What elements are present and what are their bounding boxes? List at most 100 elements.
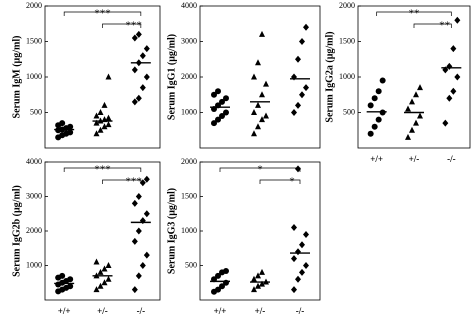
y-tick-label: 1000 [339, 72, 355, 81]
significance-bracket [63, 167, 142, 172]
data-point [295, 165, 301, 173]
significance-bracket [259, 179, 301, 184]
y-tick-label: 2000 [339, 1, 355, 10]
x-tick-label: +/+ [370, 154, 383, 164]
panel: 500 1000 1500 2000 Serum IgG3 (μg/ml) +/+ +/- -… [166, 157, 321, 316]
data-point [405, 105, 411, 112]
data-point [215, 272, 221, 279]
data-point [93, 130, 100, 137]
significance-bracket [376, 11, 452, 16]
data-point [135, 94, 142, 102]
data-point [405, 133, 411, 140]
data-point [131, 237, 138, 245]
data-point [263, 112, 269, 119]
data-point [101, 279, 108, 286]
data-point [93, 112, 100, 119]
y-axis-label: Serum IgG3 (μg/ml) [166, 188, 177, 274]
data-point [131, 34, 138, 42]
data-point [417, 112, 423, 119]
data-point [259, 91, 265, 98]
data-point [211, 91, 217, 98]
data-point [375, 116, 382, 123]
data-point [409, 98, 415, 105]
data-point [251, 130, 257, 137]
x-tick-label: -/- [137, 306, 146, 316]
data-point [101, 101, 108, 108]
y-axis-label: Serum IgG1 (μg/ml) [166, 34, 177, 120]
data-point [299, 38, 305, 45]
y-tick-label: 2000 [26, 1, 42, 10]
significance-bracket [102, 179, 142, 184]
data-point [295, 248, 301, 256]
data-point [379, 109, 386, 116]
panel: 500 1000 1500 2000 Serum IgG2a (μg/ml) +/+ +/-… [324, 1, 471, 164]
y-tick-label: 3000 [26, 191, 42, 200]
data-point [67, 129, 74, 136]
data-point [409, 126, 415, 133]
data-point [291, 255, 297, 263]
y-tick-label: 1000 [181, 226, 197, 235]
data-point [143, 73, 150, 81]
data-point [93, 119, 100, 126]
significance-bracket [219, 167, 301, 172]
data-point [59, 120, 66, 127]
significance-bracket [63, 11, 142, 16]
y-tick-label: 2000 [26, 226, 42, 235]
data-point [223, 109, 229, 116]
data-point [371, 95, 378, 102]
data-point [255, 282, 261, 289]
significance-label: *** [94, 164, 111, 176]
y-tick-label: 1000 [181, 107, 197, 116]
data-point [219, 98, 225, 105]
y-tick-label: 4000 [181, 1, 197, 10]
data-point [251, 286, 257, 293]
data-point [97, 282, 104, 289]
data-point [251, 275, 257, 282]
x-tick-label: -/- [447, 154, 456, 164]
data-point [299, 91, 305, 99]
y-tick-label: 2000 [181, 157, 197, 166]
data-point [105, 262, 112, 268]
data-point [101, 265, 108, 272]
data-point [105, 114, 112, 121]
plot-frame [199, 5, 321, 149]
y-tick-label: 2000 [181, 72, 197, 81]
data-point [251, 109, 257, 115]
data-point [97, 126, 104, 133]
data-point [139, 262, 146, 269]
significance-bracket [413, 23, 452, 28]
data-point [417, 84, 423, 91]
data-point [93, 258, 100, 265]
data-point [454, 73, 461, 81]
panel: 1000 2000 3000 4000 Serum IgG1 (μg/ml) [166, 1, 321, 149]
y-axis-label: Serum IgG2b (μg/ml) [11, 185, 22, 277]
data-point [105, 121, 112, 128]
data-point [143, 45, 150, 53]
data-point [259, 280, 265, 287]
panel: 1000 2000 3000 4000 Serum IgG2b (μg/ml) +/+ +/… [11, 157, 161, 316]
y-tick-label: 4000 [26, 157, 42, 166]
data-point [223, 279, 229, 286]
data-point [101, 123, 108, 130]
data-point [67, 276, 74, 283]
data-point [413, 91, 419, 98]
data-point [295, 101, 301, 109]
data-point [375, 88, 382, 95]
significance-label: ** [409, 8, 420, 20]
x-tick-label: +/- [409, 154, 420, 164]
data-point [131, 199, 138, 207]
significance-label: *** [125, 20, 142, 32]
data-point [105, 275, 112, 282]
data-point [67, 123, 74, 130]
significance-bracket [102, 23, 142, 28]
data-point [291, 109, 297, 116]
data-point [135, 193, 142, 200]
data-point [295, 275, 301, 283]
data-point [454, 16, 461, 24]
significance-label: *** [94, 8, 111, 20]
x-tick-label: -/- [296, 306, 305, 316]
data-point [219, 113, 225, 120]
data-point [442, 119, 449, 127]
data-point [219, 283, 225, 290]
